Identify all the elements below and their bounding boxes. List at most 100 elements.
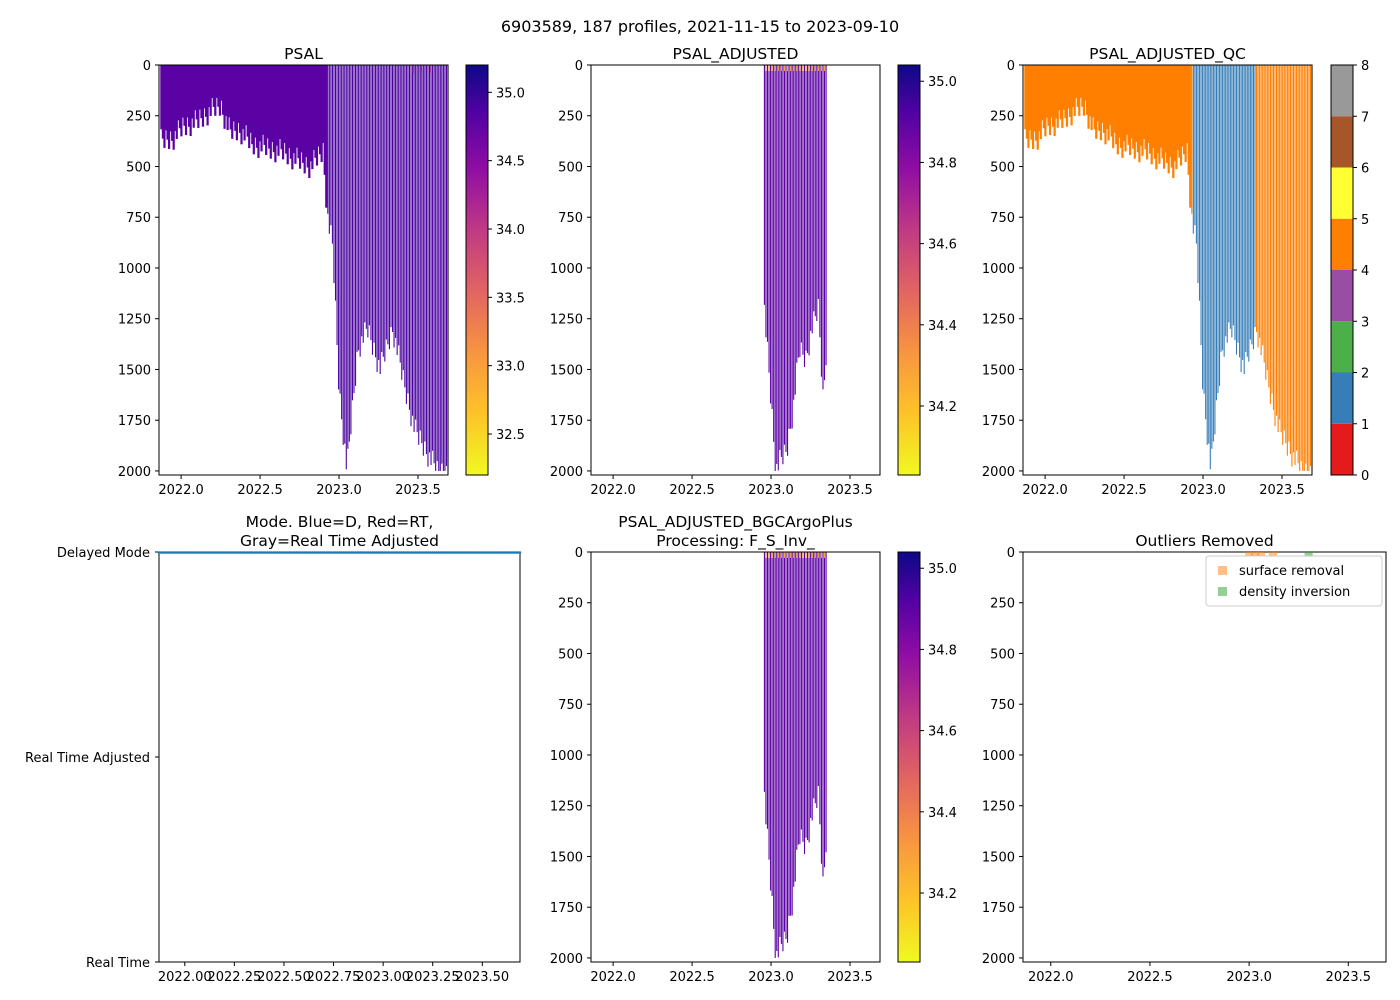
profile-bar <box>278 65 282 140</box>
x-tick-label: 2022.5 <box>1127 970 1173 985</box>
profile-bar <box>430 65 432 465</box>
mode-point <box>353 551 357 554</box>
axes-frame <box>158 551 521 963</box>
qc-profile-bar <box>1067 65 1070 109</box>
axes-frame <box>1022 551 1387 963</box>
qc-profile-bar <box>1179 65 1183 166</box>
mode-point <box>456 551 460 554</box>
mode-point <box>219 551 223 554</box>
panel-title: PSAL_ADJUSTED_BGCArgoPlus <box>618 513 852 532</box>
profile-bar <box>786 552 789 943</box>
qc-profile-bar <box>1215 65 1218 401</box>
mode-point <box>377 551 380 554</box>
profile-bar <box>805 65 807 351</box>
profile-surface <box>793 552 795 558</box>
profile-bar <box>348 65 350 442</box>
profile-surface <box>786 65 789 71</box>
profile-surface <box>771 65 773 71</box>
profile-bar <box>378 65 380 360</box>
profile-bar <box>248 65 251 149</box>
qc-profile-bar <box>1109 65 1112 126</box>
profile-bar <box>235 65 238 141</box>
profile-surface <box>768 65 770 71</box>
profile-bar <box>782 552 784 952</box>
qc-profile-bar <box>1090 65 1093 131</box>
y-tick-label: 1500 <box>982 850 1015 865</box>
profile-surface <box>783 552 786 558</box>
profile-bar <box>376 65 378 373</box>
mode-point <box>206 551 209 554</box>
qc-profile-bar <box>1191 65 1193 214</box>
profile-bar <box>298 65 302 169</box>
x-tick-label: 2022.0 <box>1028 970 1074 985</box>
mode-point <box>213 551 217 554</box>
profile-bar <box>217 65 220 107</box>
qc-profile-bar <box>1061 65 1064 128</box>
profile-bar <box>364 65 366 323</box>
mode-point <box>493 551 497 554</box>
mode-point <box>260 551 264 554</box>
y-tick-label: 1000 <box>118 262 151 277</box>
mode-point <box>507 551 510 554</box>
profile-bar <box>354 65 357 386</box>
mode-point <box>239 551 242 554</box>
profile-bar <box>766 65 769 342</box>
profile-bar <box>312 65 316 151</box>
profile-surface <box>817 65 819 71</box>
qc-profile-bar <box>1178 65 1181 158</box>
mode-point <box>246 551 250 554</box>
profile-surface <box>768 552 770 558</box>
x-tick-label: 2023.0 <box>1180 483 1226 498</box>
mode-point <box>375 551 378 554</box>
qc-profile-bar <box>1166 65 1169 163</box>
mode-point <box>194 551 198 554</box>
y-tick-label: 1500 <box>118 363 151 378</box>
mode-point <box>472 551 475 554</box>
profile-bar <box>816 552 818 808</box>
mode-point <box>252 551 256 554</box>
profile-bar <box>773 65 775 442</box>
profile-bar <box>791 65 793 429</box>
profile-bar <box>410 65 412 427</box>
mode-point <box>309 551 312 554</box>
qc-profile-bar <box>1035 65 1038 141</box>
mode-point <box>161 551 165 554</box>
qc-profile-bar <box>1099 65 1102 141</box>
mode-point <box>503 551 506 554</box>
qc-profile-bar <box>1059 65 1062 120</box>
profile-bar <box>384 65 386 362</box>
y-category-label: Delayed Mode <box>57 546 150 561</box>
qc-profile-bar <box>1226 65 1228 343</box>
profile-bar <box>194 65 197 111</box>
panel-psal_adjusted: 2022.0 2022.5 2023.0 2023.5 0 250 500 750 1000 12… <box>550 45 957 498</box>
qc-profile-bar <box>1205 65 1207 420</box>
mode-point <box>204 551 207 554</box>
panel-title: Processing: F_S_Inv_ <box>656 532 815 551</box>
mode-point <box>324 551 328 554</box>
profile-bar <box>808 65 810 356</box>
mode-point <box>303 551 306 554</box>
qc-profile-bar <box>1045 65 1049 118</box>
qc-profile-bar <box>1082 65 1086 116</box>
qc-profile-bar <box>1242 65 1244 360</box>
profile-bar <box>438 65 440 471</box>
profile-bar <box>365 65 367 329</box>
profile-bar <box>328 65 330 234</box>
profile-bar <box>810 552 812 818</box>
mode-point <box>334 551 337 554</box>
qc-profile-bar <box>1081 65 1084 107</box>
legend-marker <box>1218 566 1227 575</box>
colorbar-tick-label: 34.8 <box>928 156 957 171</box>
profile-bar <box>311 65 314 170</box>
profile-bar <box>418 65 420 445</box>
profile-bar <box>783 65 786 445</box>
profile-bar <box>404 65 406 388</box>
mode-point <box>349 551 353 554</box>
qc-profile-bar <box>1127 65 1130 145</box>
mode-point <box>330 551 334 554</box>
x-tick-label: 2022.25 <box>207 970 261 985</box>
qc-profile-bar <box>1251 65 1253 345</box>
qc-profile-bar <box>1062 65 1065 110</box>
x-tick-label: 2022.5 <box>237 483 283 498</box>
y-tick-label: 750 <box>126 211 151 226</box>
